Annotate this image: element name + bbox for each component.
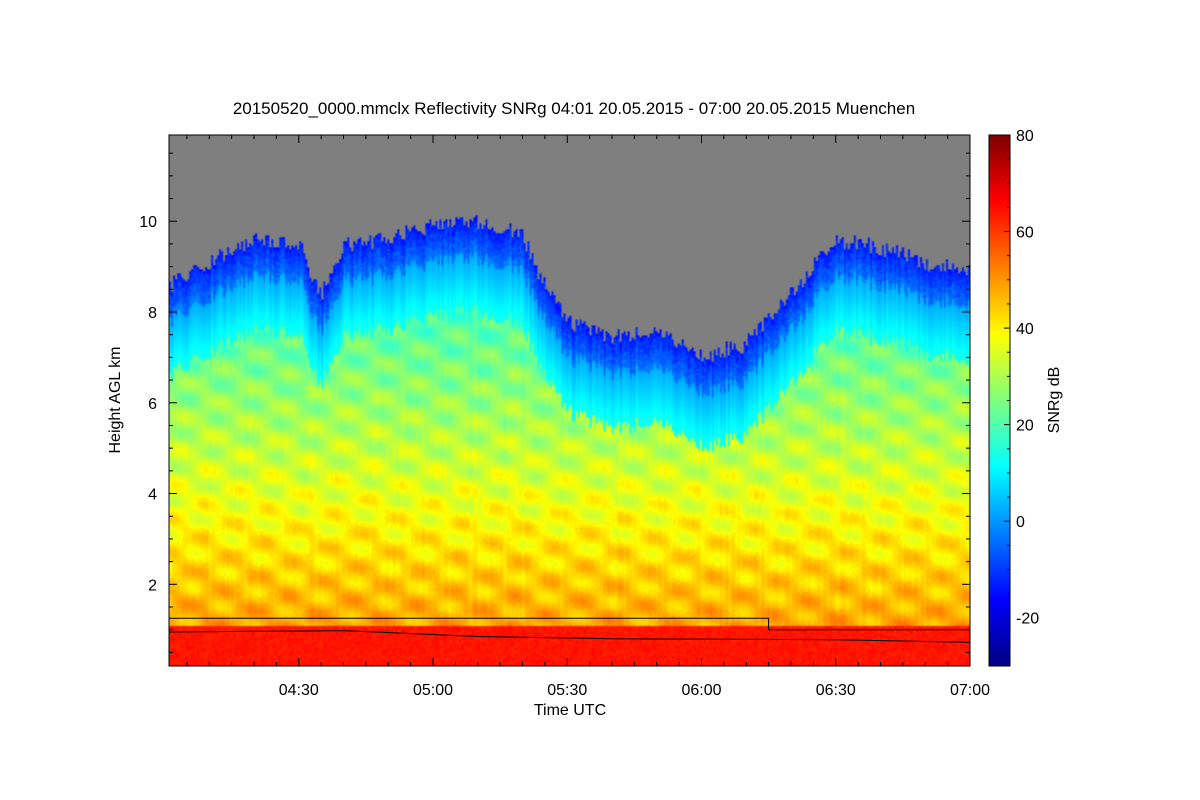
y-tick-label: 10 (139, 214, 157, 231)
colorbar (988, 134, 1011, 667)
y-tick-label: 8 (148, 305, 157, 322)
x-tick-label: 06:00 (681, 682, 721, 699)
x-tick-label: 05:30 (547, 682, 587, 699)
boundary-line-lower (169, 630, 970, 643)
colorbar-tick-label: 0 (1016, 514, 1025, 531)
colorbar-label: SNRg dB (1046, 367, 1063, 434)
plot-frame (168, 134, 971, 667)
colorbar-axis: -20 0 20 40 60 80 (1004, 128, 1039, 628)
plot-area (169, 135, 970, 666)
y-tick-label: 4 (148, 487, 157, 504)
colorbar-tick-label: 80 (1016, 128, 1034, 145)
y-tick-label: 6 (148, 396, 157, 413)
colorbar-tick-label: 60 (1016, 225, 1034, 242)
colorbar-tick-label: 40 (1016, 321, 1034, 338)
x-axis: 04:30 05:00 05:30 06:00 06:30 07:00 (186, 135, 990, 699)
colorbar-tick-label: 20 (1016, 418, 1034, 435)
y-tick-label: 2 (148, 577, 157, 594)
y-axis-label: Height AGL km (107, 346, 124, 453)
y-axis: 2 4 6 8 10 (139, 152, 970, 653)
x-tick-label: 07:00 (950, 682, 990, 699)
colorbar-tick-label: -20 (1016, 611, 1039, 628)
boundary-layer-lines (169, 617, 970, 643)
x-tick-label: 05:00 (413, 682, 453, 699)
chart-title: 20150520_0000.mmclx Reflectivity SNRg 04… (233, 99, 915, 118)
boundary-line-upper (169, 617, 970, 631)
x-tick-label: 06:30 (816, 682, 856, 699)
x-axis-label: Time UTC (534, 702, 606, 719)
reflectivity-heatmap (169, 135, 970, 666)
x-tick-label: 04:30 (279, 682, 319, 699)
